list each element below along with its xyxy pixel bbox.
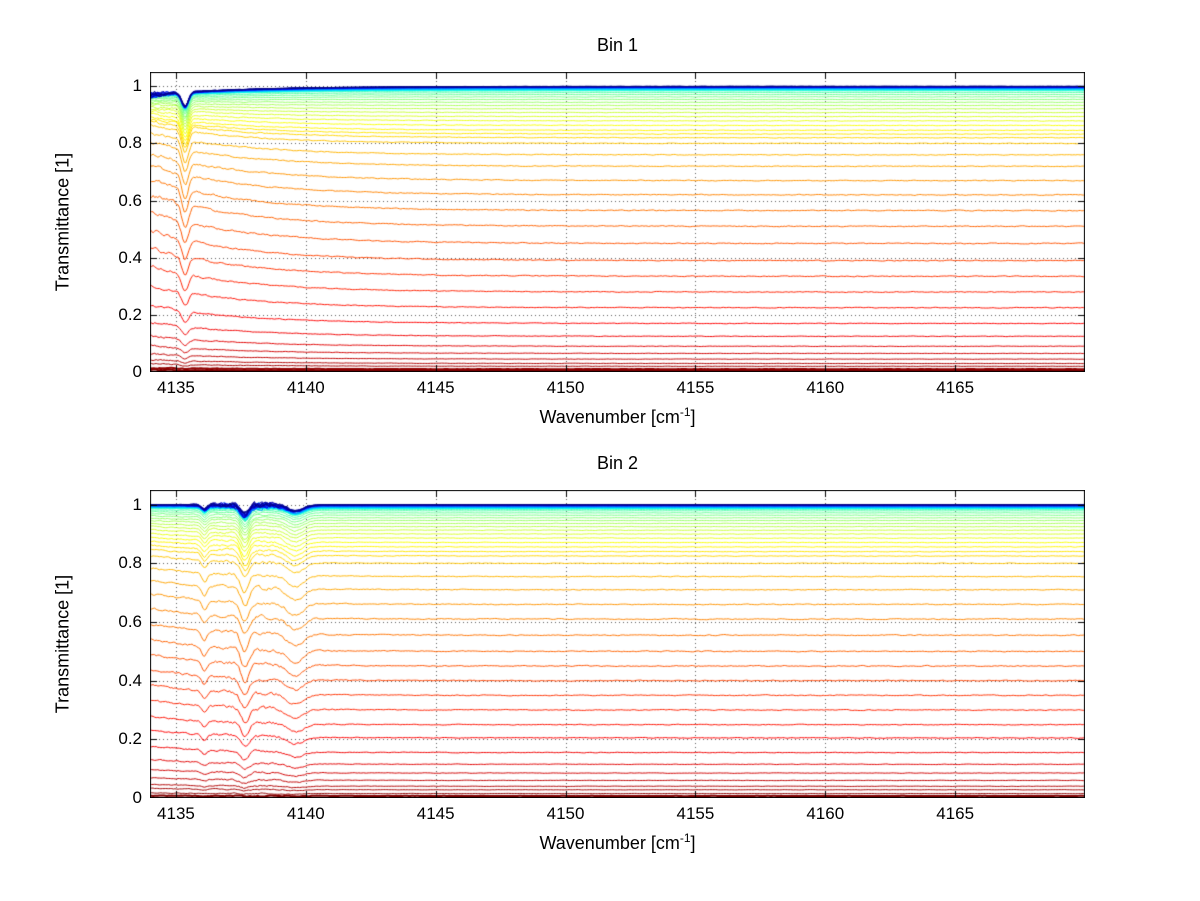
x-axis-label-superscript: -1 — [679, 405, 691, 419]
y-axis-label: Transmittance [1] — [52, 574, 73, 714]
x-axis-label: Wavenumber [cm-1] — [150, 405, 1085, 428]
y-tick-label: 0.8 — [118, 553, 142, 573]
x-tick-label: 4145 — [416, 804, 455, 823]
x-axis-label-text: Wavenumber [cm — [539, 407, 680, 427]
y-tick-label: 0 — [132, 362, 142, 381]
y-tick-label: 1 — [132, 494, 142, 514]
x-tick-label: 4160 — [806, 378, 845, 397]
y-tick-label: 0.4 — [118, 247, 142, 267]
plot-canvas — [150, 490, 1085, 798]
x-axis-label: Wavenumber [cm-1] — [150, 831, 1085, 854]
x-tick-label: 4135 — [157, 804, 195, 823]
plot-title: Bin 1 — [596, 35, 639, 55]
x-tick-label: 4140 — [286, 378, 325, 397]
y-tick-label: 0.6 — [118, 190, 142, 210]
x-tick-label: 4135 — [157, 378, 195, 397]
y-tick-label: 0.8 — [118, 133, 142, 153]
x-tick-label: 4150 — [546, 804, 585, 823]
x-tick-label: 4160 — [806, 804, 845, 823]
x-tick-label: 4155 — [676, 804, 715, 823]
y-tick-label: 0.2 — [118, 729, 142, 749]
y-tick-label: 0 — [132, 788, 142, 807]
x-tick-label: 4150 — [546, 378, 585, 397]
x-tick-label: 4140 — [286, 804, 325, 823]
x-tick-label: 4165 — [936, 804, 975, 823]
y-axis-label: Transmittance [1] — [52, 152, 73, 292]
x-axis-label-close: ] — [690, 833, 696, 853]
y-tick-label: 0.4 — [118, 670, 142, 690]
plot-title: Bin 2 — [596, 453, 639, 473]
x-tick-label: 4165 — [936, 378, 975, 397]
x-tick-label: 4145 — [416, 378, 455, 397]
y-tick-label: 0.6 — [118, 612, 142, 631]
plot-canvas — [150, 72, 1085, 372]
x-axis-label-text: Wavenumber [cm — [539, 833, 680, 853]
x-axis-label-superscript: -1 — [679, 831, 691, 845]
y-tick-label: 0.2 — [118, 304, 142, 324]
x-axis-label-close: ] — [690, 407, 696, 427]
y-tick-label: 1 — [132, 76, 142, 96]
x-tick-label: 4155 — [676, 378, 715, 397]
